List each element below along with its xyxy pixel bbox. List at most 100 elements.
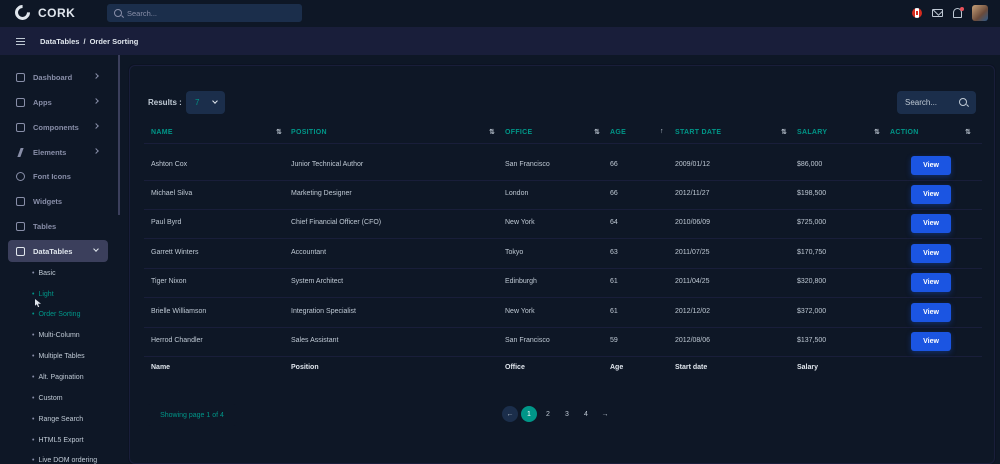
sidebar-item-datatables[interactable]: DataTables [8,240,108,262]
cell-position: Marketing Designer [291,190,352,197]
cell-salary: $725,000 [797,219,827,226]
breadcrumb-current: Order Sorting [89,37,139,46]
cell-office: London [505,190,529,197]
view-button[interactable]: View [911,185,951,204]
cell-position: Accountant [291,249,327,256]
cpu-icon [16,97,25,107]
sort-icon[interactable]: ⇅ [276,129,282,136]
cell-salary: $86,000 [797,161,823,168]
top-bar: CORK Search... [0,0,1000,27]
sort-icon[interactable]: ⇅ [965,129,971,136]
sort-icon[interactable]: ⇅ [594,129,600,136]
page-button-1[interactable]: 1 [521,406,537,422]
view-button[interactable]: View [911,332,951,351]
cell-office: Tokyo [505,249,524,256]
table-row: Brielle Williamson Integration Specialis… [144,299,982,328]
cell-position: Sales Assistant [291,337,339,344]
cell-age: 64 [610,219,618,226]
sidebar-sub-live-dom-ordering[interactable]: Live DOM ordering [32,457,97,464]
sidebar-sub-custom[interactable]: Custom [32,395,62,402]
sidebar-item-label: Apps [33,97,52,107]
next-page-button[interactable]: → [601,410,609,418]
sort-icon[interactable]: ⇅ [874,129,880,136]
column-header-start-date[interactable]: START DATE [675,129,722,136]
results-per-page-value: 7 [195,98,200,107]
sidebar-item-apps[interactable]: Apps [8,91,108,113]
pagination-info: Showing page 1 of 4 [147,404,237,426]
sidebar-item-font-icons[interactable]: Font Icons [8,165,108,187]
view-button[interactable]: View [911,273,951,292]
sidebar-item-widgets[interactable]: Widgets [8,190,108,212]
column-header-position[interactable]: POSITION [291,129,327,136]
sidebar-sub-basic[interactable]: Basic [32,270,55,277]
sort-asc-icon[interactable]: ↑ [660,128,664,135]
top-search-input[interactable]: Search... [107,4,302,22]
sidebar-sub-light[interactable]: Light [32,291,53,298]
prev-page-button[interactable]: ← [502,406,518,422]
bell-icon[interactable] [953,7,964,18]
sidebar-item-label: Font Icons [33,171,71,181]
language-flag-icon[interactable] [912,8,922,18]
footer-start-date: Start date [675,364,708,371]
sidebar-item-label: Components [33,122,79,132]
column-header-office[interactable]: OFFICE [505,129,533,136]
results-label: Results : [148,98,182,107]
cell-start-date: 2012/11/27 [675,190,710,197]
zap-icon [16,148,25,157]
cell-office: San Francisco [505,161,550,168]
column-header-salary[interactable]: SALARY [797,129,828,136]
top-actions [912,5,988,21]
header-divider [144,143,982,144]
footer-salary: Salary [797,364,819,371]
sidebar-item-label: Elements [33,147,67,157]
cell-start-date: 2009/01/12 [675,161,711,168]
search-icon [114,9,122,17]
cell-office: New York [505,219,535,226]
logo[interactable]: CORK [11,1,75,24]
sidebar-sub-html5-export[interactable]: HTML5 Export [32,437,83,444]
sort-icon[interactable]: ⇅ [489,129,495,136]
sidebar-item-dashboard[interactable]: Dashboard [8,66,108,88]
breadcrumb-parent[interactable]: DataTables [40,37,80,46]
datatable-panel [129,65,995,464]
sort-icon[interactable]: ⇅ [781,129,787,136]
chevron-right-icon [93,73,99,79]
page-button-3[interactable]: 3 [565,410,569,418]
sidebar-sub-multiple-tables[interactable]: Multiple Tables [32,353,84,360]
sidebar-sub-range-search[interactable]: Range Search [32,416,83,423]
sidebar-item-elements[interactable]: Elements [8,141,108,163]
view-button[interactable]: View [911,244,951,263]
column-header-age[interactable]: AGE [610,129,627,136]
menu-toggle-icon[interactable] [16,38,25,45]
column-header-name[interactable]: NAME [151,129,173,136]
cell-start-date: 2011/04/25 [675,278,710,285]
footer-office: Office [505,364,525,371]
cell-age: 61 [610,278,618,285]
sidebar-scrollbar[interactable] [118,55,120,215]
table-search-input[interactable]: Search... [897,91,976,114]
avatar[interactable] [972,5,988,21]
column-header-action: ACTION [890,129,919,136]
view-button[interactable]: View [911,156,951,175]
sidebar-sub-alt-pagination[interactable]: Alt. Pagination [32,374,83,381]
page-button-2[interactable]: 2 [546,410,550,418]
sidebar-sub-multi-column[interactable]: Multi-Column [32,332,79,339]
sidebar-item-tables[interactable]: Tables [8,215,108,237]
cell-start-date: 2012/12/02 [675,308,711,315]
results-per-page-select[interactable]: 7 [186,91,225,114]
cork-logo-icon [11,1,34,24]
footer-name: Name [151,364,171,371]
breadcrumb: DataTables / Order Sorting [40,37,138,46]
search-icon [959,98,967,106]
page-button-4[interactable]: 4 [584,410,588,418]
table-row: Garrett Winters Accountant Tokyo 63 2011… [144,240,982,269]
view-button[interactable]: View [911,214,951,233]
cell-name: Tiger Nixon [151,278,187,285]
sidebar-sub-order-sorting[interactable]: Order Sorting [32,311,80,318]
sidebar-item-components[interactable]: Components [8,116,108,138]
cell-salary: $320,800 [797,278,827,285]
cell-age: 66 [610,190,618,197]
mail-icon[interactable] [932,9,943,17]
layers-icon [16,246,25,256]
view-button[interactable]: View [911,303,951,322]
